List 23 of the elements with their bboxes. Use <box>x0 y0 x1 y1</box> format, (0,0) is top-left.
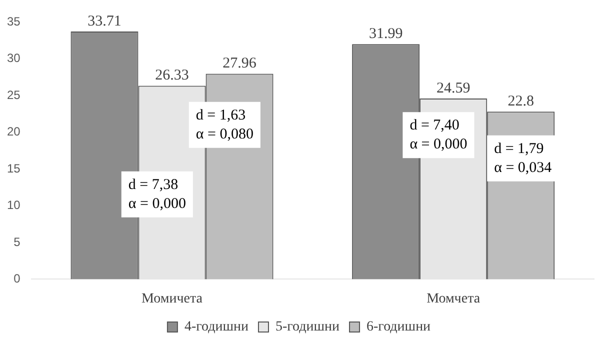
annotation: d = 7,38 α = 0,000 <box>128 176 186 212</box>
y-tick-label: 10 <box>6 198 21 212</box>
annotation: d = 1,63 α = 0,080 <box>196 107 254 142</box>
y-tick-label: 25 <box>6 88 21 102</box>
legend-label: 4-годишни <box>184 320 249 335</box>
legend-label: 6-годишни <box>366 320 432 335</box>
y-tick-label: 30 <box>6 51 21 66</box>
annotation: d = 7,40 α = 0,000 <box>410 118 468 153</box>
y-tick-label: 35 <box>6 14 21 28</box>
data-label: 33.71 <box>88 13 122 30</box>
legend-label: 5-годишни <box>275 320 340 335</box>
data-label: 24.59 <box>436 80 470 96</box>
data-label: 27.96 <box>222 56 257 72</box>
y-tick-label: 0 <box>14 272 21 286</box>
annotation: d = 1,79 α = 0,034 <box>494 140 552 176</box>
data-label: 22.8 <box>508 94 534 110</box>
y-tick-label: 15 <box>6 161 21 176</box>
data-label: 31.99 <box>368 26 403 42</box>
data-label: 26.33 <box>155 68 189 84</box>
x-tick-label: Момчета <box>426 291 481 306</box>
x-tick-label: Момичета <box>142 291 204 306</box>
y-tick-label: 20 <box>6 124 21 139</box>
y-tick-label: 5 <box>14 234 21 249</box>
